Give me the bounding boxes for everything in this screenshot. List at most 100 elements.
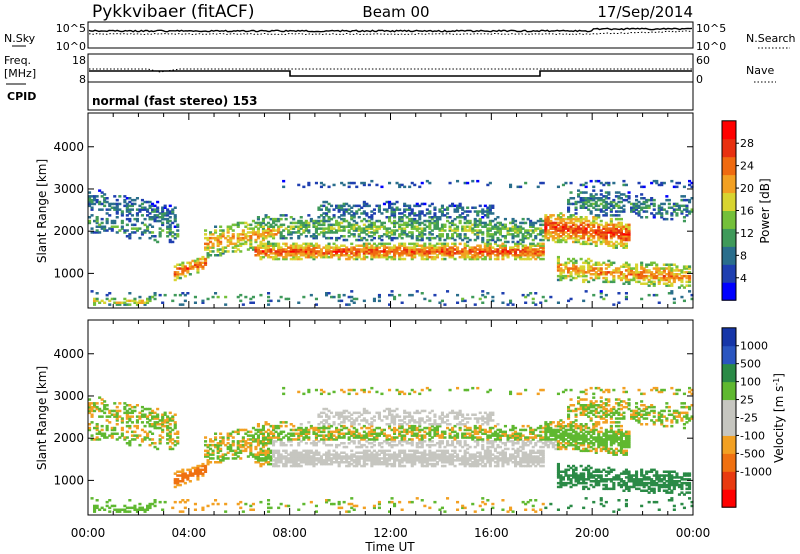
power-cell	[173, 274, 177, 278]
power-cell	[108, 214, 112, 217]
velocity-cell	[350, 459, 354, 462]
power-cell	[554, 227, 558, 230]
power-cell	[506, 233, 510, 236]
velocity-cell	[325, 438, 329, 441]
velocity-cell	[231, 457, 235, 460]
power-cell	[297, 225, 301, 228]
power-cell	[377, 236, 381, 240]
power-cell	[594, 229, 598, 232]
velocity-cell	[206, 451, 210, 454]
power-cell	[193, 261, 197, 265]
power-cell	[219, 248, 223, 251]
power-cell	[350, 246, 354, 249]
power-cell	[143, 301, 147, 304]
velocity-cell	[163, 500, 167, 504]
power-cell	[582, 267, 586, 270]
power-cell	[541, 295, 545, 299]
power-cell	[564, 240, 568, 244]
power-cell	[261, 242, 265, 246]
power-cell	[655, 212, 659, 215]
power-cell	[635, 276, 639, 280]
power-cell	[514, 248, 518, 251]
velocity-cell	[377, 453, 381, 456]
power-cell	[652, 261, 656, 265]
velocity-cell	[256, 461, 260, 464]
power-cell	[125, 235, 129, 238]
power-cell	[123, 195, 127, 198]
power-cell	[425, 252, 429, 255]
power-cell	[594, 179, 598, 183]
velocity-cell	[279, 430, 283, 434]
power-cell	[446, 233, 450, 236]
velocity-cell	[375, 461, 379, 464]
power-cell	[408, 214, 412, 217]
velocity-cell	[375, 426, 379, 430]
power-cell	[292, 221, 296, 225]
power-cell	[594, 193, 598, 196]
velocity-cell	[388, 438, 392, 441]
power-cell	[362, 299, 366, 303]
power-cell	[398, 208, 402, 211]
power-cell	[582, 200, 586, 204]
power-cell	[461, 254, 465, 257]
power-cell	[360, 248, 364, 251]
velocity-cell	[314, 434, 318, 437]
power-cell	[161, 212, 165, 215]
power-cell	[259, 235, 263, 238]
velocity-cell	[292, 457, 296, 460]
power-cell	[304, 244, 308, 247]
velocity-cell	[261, 462, 265, 466]
power-cell	[420, 210, 424, 213]
velocity-cell	[365, 451, 369, 454]
power-cell	[400, 242, 404, 246]
power-cell	[438, 227, 442, 230]
power-cell	[652, 216, 656, 219]
power-cell	[667, 206, 671, 209]
velocity-cell	[322, 407, 326, 411]
power-cell	[420, 248, 424, 251]
power-cell	[458, 250, 462, 253]
power-cell	[582, 197, 586, 200]
power-cell	[183, 299, 187, 303]
velocity-cell	[272, 453, 276, 456]
power-cell	[95, 299, 99, 303]
power-cell	[521, 235, 525, 238]
velocity-cell	[380, 430, 384, 434]
power-cell	[269, 235, 273, 238]
power-cell	[551, 235, 555, 238]
power-cell	[249, 240, 253, 244]
power-cell	[486, 229, 490, 232]
power-cell	[428, 212, 432, 215]
velocity-cell	[249, 451, 253, 454]
power-cell	[579, 235, 583, 238]
power-cell	[665, 267, 669, 270]
power-cell	[314, 181, 318, 185]
power-cell	[446, 236, 450, 240]
velocity-cell	[390, 417, 394, 420]
power-cell	[279, 225, 283, 228]
power-cell	[473, 225, 477, 228]
power-cell	[309, 254, 313, 257]
power-cell	[614, 223, 618, 227]
power-cell	[410, 231, 414, 234]
power-cell	[567, 210, 571, 213]
power-cell	[446, 206, 450, 209]
power-cell	[214, 236, 218, 240]
power-cell	[660, 214, 664, 217]
power-cell	[589, 195, 593, 198]
power-cell	[617, 221, 621, 225]
velocity-cell	[390, 464, 394, 468]
velocity-cell	[370, 438, 374, 441]
power-cell	[181, 267, 185, 270]
velocity-cell	[393, 464, 397, 468]
velocity-cell	[297, 455, 301, 458]
power-cell	[209, 246, 213, 249]
power-cell	[574, 223, 578, 227]
power-cell	[309, 293, 313, 297]
velocity-cell	[340, 442, 344, 445]
velocity-cell	[181, 474, 185, 477]
power-cell	[471, 248, 475, 251]
velocity-cell	[277, 436, 281, 439]
velocity-cell	[125, 430, 129, 434]
power-cell	[582, 273, 586, 276]
